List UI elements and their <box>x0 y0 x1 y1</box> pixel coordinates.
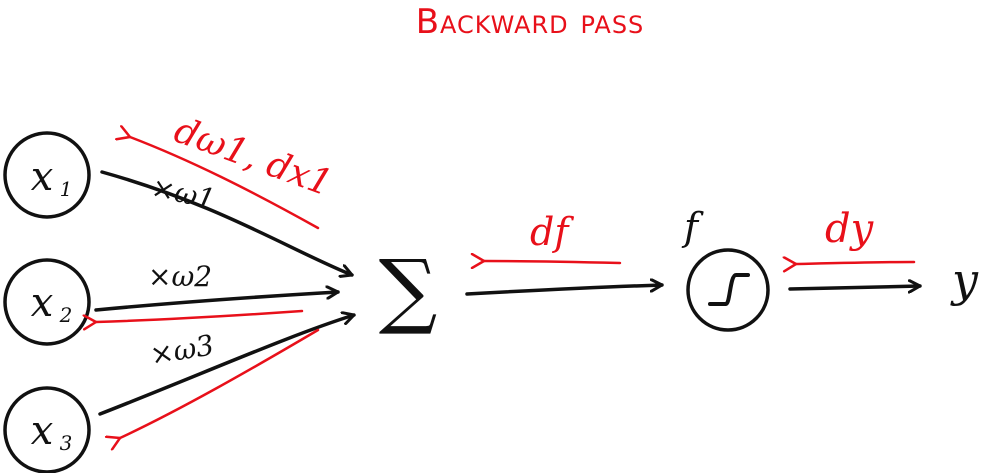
input-node-x2: x 2 <box>3 258 91 346</box>
input-sub-x2: 2 <box>59 303 73 327</box>
diagram-title: Backward pass <box>416 2 645 42</box>
sum-symbol: ∑ <box>379 243 438 338</box>
forward-edge-x3 <box>98 315 356 416</box>
activation-node <box>686 248 770 332</box>
gradient-arrow-f <box>484 261 622 263</box>
sigmoid-step-icon <box>708 273 750 306</box>
input-label-x1: x <box>31 154 54 200</box>
gradient-arrow-x1 <box>130 137 320 230</box>
gradient-label-df: df <box>530 210 574 254</box>
forward-edge-x1 <box>100 170 354 275</box>
weight-label-w2: ×ω2 <box>148 260 212 293</box>
activation-label: f <box>681 205 704 249</box>
input-node-x3: x 3 <box>3 386 91 473</box>
input-sub-x3: 3 <box>60 431 73 455</box>
gradient-arrow-x3 <box>120 328 320 438</box>
input-sub-x1: 1 <box>60 177 73 201</box>
gradient-label-dy: dy <box>825 206 875 252</box>
forward-edge-sum-to-f <box>465 285 664 296</box>
gradient-arrow-x2 <box>96 309 304 322</box>
gradient-arrow-y <box>796 262 916 264</box>
input-label-x3: x <box>31 408 54 454</box>
forward-edge-f-to-y <box>788 286 922 289</box>
input-label-x2: x <box>31 280 54 326</box>
weight-label-w3: ×ω3 <box>147 328 216 372</box>
weight-label-w1: ×ω1 <box>149 171 219 217</box>
input-node-x1: x 1 <box>3 131 91 219</box>
forward-edge-x2 <box>94 292 340 312</box>
output-label: y <box>950 253 979 307</box>
